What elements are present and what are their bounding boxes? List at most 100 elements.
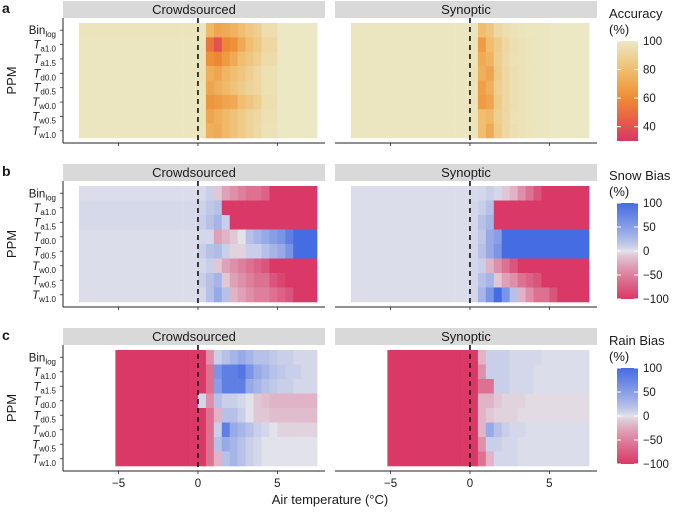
heat-cell: [454, 186, 471, 201]
heat-cell: [493, 379, 503, 394]
heat-cell: [309, 273, 318, 288]
heat-cell: [197, 80, 207, 96]
heat-cell: [469, 123, 479, 139]
heat-cell: [517, 80, 526, 96]
x-tick-label: 5: [274, 478, 280, 490]
heat-cell: [182, 186, 199, 201]
y-axis-label-ppm: PPM: [4, 230, 19, 258]
heat-cell: [525, 422, 534, 438]
heat-cell: [245, 94, 254, 110]
heat-cell: [533, 437, 542, 452]
heat-cell: [182, 80, 199, 96]
heat-cell: [213, 451, 223, 467]
heat-cell: [533, 379, 542, 394]
heat-cell: [213, 186, 223, 201]
heat-cell: [581, 200, 590, 216]
row-label-Tw1.0: Tw1.0: [32, 454, 56, 468]
heat-cell: [221, 273, 231, 288]
heat-cell: [469, 258, 479, 274]
heat-cell: [565, 364, 574, 380]
heat-cell: [261, 80, 278, 96]
heat-cell: [485, 51, 495, 67]
heat-cell: [269, 258, 278, 274]
heat-cell: [477, 94, 487, 110]
heat-cell: [477, 80, 487, 96]
legend-tick-label: 80: [643, 65, 656, 77]
heat-cell: [509, 258, 518, 274]
heat-cell: [237, 422, 246, 438]
heat-cell: [205, 66, 215, 81]
heat-cell: [509, 422, 518, 438]
heat-cell: [261, 273, 270, 288]
heat-cell: [387, 364, 463, 380]
heat-cell: [493, 94, 503, 110]
heat-cell: [557, 273, 566, 288]
heat-cell: [485, 229, 495, 245]
heat-cell: [229, 94, 238, 110]
heat-cell: [533, 94, 550, 110]
heat-cell: [525, 393, 534, 409]
heat-cell: [557, 244, 566, 259]
heat-cell: [253, 215, 262, 230]
heat-cell: [485, 80, 495, 96]
heat-cell: [261, 200, 270, 216]
heat-cell: [253, 94, 262, 110]
heat-cell: [309, 451, 318, 467]
heat-cell: [387, 379, 463, 394]
heat-cell: [221, 229, 231, 245]
heat-cell: [205, 273, 215, 288]
heat-cell: [469, 408, 479, 423]
heat-cell: [581, 364, 590, 380]
heat-cell: [293, 364, 302, 380]
heat-cell: [197, 200, 207, 216]
heat-cell: [253, 109, 262, 124]
legend-tick-label: 50: [643, 387, 656, 399]
heat-cell: [493, 23, 503, 38]
heat-cell: [350, 94, 455, 110]
legend-tick-label: 100: [643, 363, 662, 375]
heat-cell: [293, 408, 302, 423]
heat-cell: [293, 229, 302, 245]
heat-cell: [190, 393, 199, 409]
heat-cell: [253, 437, 262, 452]
heat-cell: [190, 451, 199, 467]
heat-cell: [533, 66, 550, 81]
heat-cell: [221, 364, 231, 380]
heat-cell: [541, 364, 550, 380]
heat-cell: [350, 186, 455, 201]
legend-tick-label: 100: [643, 198, 662, 210]
heat-cell: [501, 273, 510, 288]
heat-cell: [549, 200, 558, 216]
heat-cell: [509, 393, 518, 409]
heat-cell: [501, 258, 510, 274]
heat-cell: [261, 229, 270, 245]
heat-cell: [454, 215, 471, 230]
y-axis-label-ppm: PPM: [4, 394, 19, 422]
heat-cell: [182, 287, 199, 303]
heat-cell: [454, 66, 471, 81]
row-label-Tw1.0: Tw1.0: [32, 290, 56, 304]
heat-cell: [517, 437, 526, 452]
legend-title: (%): [609, 22, 629, 37]
heat-cell: [182, 109, 199, 124]
heat-cell: [213, 379, 223, 394]
heat-cell: [269, 200, 278, 216]
heat-cell: [237, 66, 246, 81]
heat-cell: [78, 244, 183, 259]
heat-cell: [190, 437, 199, 452]
heat-cell: [197, 422, 207, 438]
heat-cell: [501, 364, 510, 380]
heat-cell: [277, 80, 318, 96]
heat-cell: [549, 437, 558, 452]
heat-cell: [245, 229, 254, 245]
heat-cell: [182, 37, 199, 53]
heat-cell: [221, 37, 231, 53]
legend-title: Accuracy: [609, 6, 663, 21]
heat-cell: [581, 229, 590, 245]
heat-cell: [454, 244, 471, 259]
legend-tick-label: 100: [643, 36, 662, 48]
heat-cell: [525, 287, 534, 303]
heat-cell: [182, 66, 199, 81]
heat-cell: [501, 408, 510, 423]
row-label-Td0.5: Td0.5: [33, 83, 56, 97]
